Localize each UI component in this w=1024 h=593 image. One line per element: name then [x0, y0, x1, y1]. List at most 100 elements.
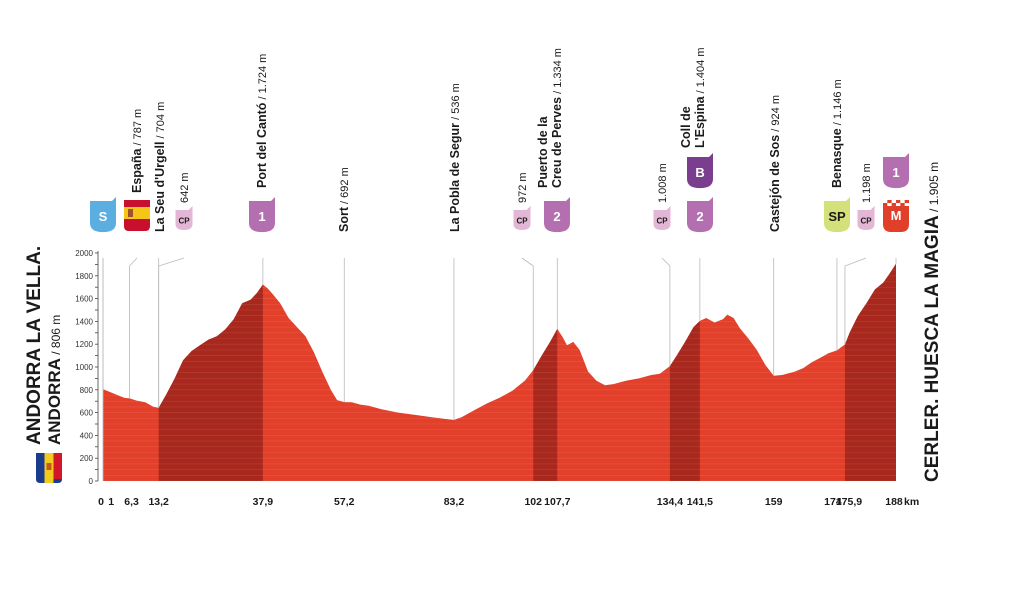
point-altitude: 1.008 m [657, 163, 669, 203]
sprint-icon: SP [824, 197, 850, 233]
leader-line [129, 257, 138, 399]
point-label: Castejón de Sos / 924 m [768, 95, 782, 232]
km-label: 1 [108, 496, 114, 508]
y-tick-label: 1400 [75, 317, 93, 326]
finish-label: CERLER. HUESCA LA MAGIA / 1.905 m [922, 162, 943, 482]
checker [891, 200, 896, 203]
andorra-flag-icon [36, 453, 62, 483]
flag-stripe-bottom [124, 219, 150, 231]
point-altitude: 972 m [517, 172, 529, 203]
km-label: 174 [824, 496, 842, 508]
point-label: 1.198 m [861, 163, 873, 203]
point-name: Creu de Perves [550, 97, 564, 188]
badge-shape [687, 197, 713, 233]
badge-label: M [891, 208, 902, 223]
point-name: Port del Cantó [255, 102, 269, 188]
badge-shape [544, 197, 570, 233]
flag-stripe-top [124, 200, 150, 207]
point-name: España [130, 147, 144, 193]
point-label: La Seu d'Urgell / 704 m [153, 102, 167, 232]
km-label: 83,2 [444, 496, 465, 508]
profile-body [103, 263, 896, 481]
start-sub-bold: ANDORRA [45, 358, 64, 445]
start-block: ANDORRA LA VELLA. ANDORRA / 806 m [24, 246, 64, 483]
km-unit: km [904, 496, 919, 508]
badge-label: CP [178, 217, 190, 226]
point-altitude: 642 m [179, 172, 191, 203]
category-1-icon: 1 [883, 153, 909, 189]
y-tick-label: 0 [89, 477, 94, 486]
point-altitude: / 1.404 m [695, 47, 707, 96]
point-label: Port del Cantó / 1.724 m [255, 54, 269, 188]
point-labels: España / 787 m La Seu d'Urgell / 704 m 642… [130, 47, 873, 232]
km-label: 107,7 [544, 496, 570, 508]
point-label: Puerto de laCreu de Perves / 1.334 m [536, 48, 564, 188]
checker [900, 200, 905, 203]
km-label: 6,3 [124, 496, 139, 508]
flag-emblem [128, 209, 133, 217]
point-label: La Pobla de Segur / 536 m [448, 83, 462, 232]
point-label: 1.008 m [657, 163, 669, 203]
km-label: 188 [885, 496, 903, 508]
y-tick-label: 600 [80, 409, 94, 418]
finish-title: CERLER. HUESCA LA MAGIA [922, 215, 943, 482]
checker [883, 200, 888, 203]
km-label: 134,4 [657, 496, 683, 508]
checker [895, 203, 901, 206]
point-name: Castejón de Sos [768, 135, 782, 232]
finish-block: CERLER. HUESCA LA MAGIA / 1.905 m [922, 162, 943, 482]
point-name: Sort [337, 206, 351, 232]
badge-shape [653, 206, 671, 230]
point-label: España / 787 m [130, 109, 144, 193]
point-altitude: / 1.724 m [257, 54, 269, 103]
point-name: La Pobla de Segur [448, 123, 462, 232]
badge-shape [883, 200, 909, 232]
climb-segment [669, 263, 700, 481]
km-label: 175,9 [836, 496, 862, 508]
y-tick-label: 1200 [75, 340, 93, 349]
km-label: 57,2 [334, 496, 355, 508]
badge-shape [513, 206, 531, 230]
point-altitude: / 692 m [339, 167, 351, 207]
badge-label: B [695, 165, 704, 180]
badge-label: CP [516, 217, 528, 226]
badge-label: S [99, 209, 108, 224]
point-name: Coll de [679, 106, 693, 148]
y-tick-label: 200 [80, 454, 94, 463]
badge-label: 1 [258, 209, 265, 224]
point-name: Puerto de la [536, 115, 550, 188]
climb-segment [158, 263, 263, 481]
spain-flag-icon [124, 200, 150, 231]
point-altitude: / 924 m [770, 95, 782, 135]
category-2-icon: 2 [687, 197, 713, 233]
leader-lines [102, 257, 897, 481]
point-altitude: / 536 m [450, 83, 462, 123]
badge-shape [824, 197, 850, 233]
point-altitude: / 1.146 m [832, 79, 844, 128]
badge-shape [857, 206, 875, 230]
checker [887, 203, 892, 206]
start-subtitle: ANDORRA / 806 m [45, 315, 64, 445]
category-2-icon: 2 [544, 197, 570, 233]
point-name: Benasque [830, 128, 844, 188]
km-label: 37,9 [253, 496, 274, 508]
km-label: 159 [765, 496, 783, 508]
start-title: ANDORRA LA VELLA. [24, 246, 45, 445]
y-tick-label: 1800 [75, 272, 93, 281]
badge-shape [90, 197, 116, 233]
point-label: Coll deL'Espina / 1.404 m [679, 47, 707, 148]
badge-shape [249, 197, 275, 233]
cp-icon: CP [175, 206, 193, 230]
badge-label: CP [860, 217, 872, 226]
cp-icon: CP [857, 206, 875, 230]
y-tick-label: 800 [80, 386, 94, 395]
badge-label: 2 [696, 209, 703, 224]
cp-icon: CP [653, 206, 671, 230]
climb-segment [533, 263, 558, 481]
badge-shape [175, 206, 193, 230]
leader-line [521, 257, 534, 371]
badge-label: SP [828, 209, 846, 224]
y-tick-label: 1000 [75, 363, 93, 372]
